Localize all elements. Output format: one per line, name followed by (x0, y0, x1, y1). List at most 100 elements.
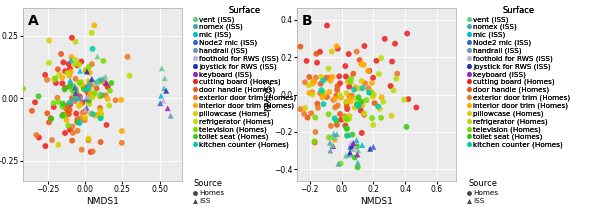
Point (310, 116, 320, 119)
Point (163, 106, 172, 110)
Point (346, 77, 356, 80)
Point (296, 108, 305, 111)
Point (105, 89, 115, 92)
Point (69, 92, 79, 96)
Point (61, 87, 70, 90)
Point (82, 89, 91, 92)
Point (357, 102, 367, 105)
Point (336, 162, 346, 165)
Point (342, 101, 352, 104)
Point (71, 112, 81, 115)
Point (160, 77, 170, 80)
Point (317, 75, 326, 79)
Point (317, 88, 326, 92)
Point (326, 149, 335, 152)
Point (360, 81, 370, 85)
Point (83, 79, 93, 83)
Point (58, 82, 67, 85)
Point (85, 71, 94, 74)
Point (76, 96, 86, 100)
Point (325, 141, 335, 144)
Point (79, 87, 89, 91)
Point (337, 118, 346, 121)
Point (336, 96, 346, 99)
Point (359, 44, 369, 48)
Point (353, 149, 363, 152)
Point (76, 80, 86, 84)
Point (59, 114, 69, 117)
Point (156, 94, 166, 97)
Point (95, 79, 105, 82)
Point (96, 117, 106, 120)
Point (71, 87, 80, 91)
Point (311, 130, 320, 134)
Point (74, 120, 83, 123)
Point (71, 58, 80, 62)
Point (371, 59, 381, 62)
Point (64, 112, 74, 116)
Point (46, 117, 56, 120)
Point (34, 136, 44, 139)
Point (326, 124, 336, 128)
Point (158, 99, 168, 102)
Point (287, 92, 297, 95)
Point (307, 91, 317, 94)
Point (89, 24, 99, 27)
Point (85, 81, 95, 85)
Point (67, 139, 77, 142)
Point (95, 106, 105, 110)
Point (98, 77, 107, 80)
Point (67, 85, 77, 88)
Point (70, 100, 80, 103)
Point (310, 140, 319, 143)
Point (95, 109, 105, 112)
Point (83, 99, 93, 102)
Point (65, 79, 75, 82)
Point (324, 67, 334, 70)
Point (367, 116, 377, 120)
Point (71, 40, 80, 43)
Point (357, 79, 367, 83)
Point (67, 55, 76, 59)
Point (44, 61, 54, 64)
Point (81, 68, 91, 72)
Point (65, 101, 74, 104)
Point (344, 117, 354, 120)
Point (125, 74, 134, 77)
Point (358, 87, 367, 90)
Point (362, 98, 371, 102)
Point (313, 106, 323, 109)
Point (88, 47, 97, 50)
Point (55, 73, 64, 76)
Point (358, 143, 367, 147)
Point (58, 102, 68, 105)
Point (77, 82, 86, 86)
Legend: vent (ISS), nomex (ISS), mic (ISS), Node2 mic (ISS), handrail (ISS), foothold fo: vent (ISS), nomex (ISS), mic (ISS), Node… (193, 6, 296, 148)
Point (341, 124, 350, 127)
Point (327, 50, 337, 53)
Point (389, 89, 398, 92)
Point (50, 77, 60, 80)
Point (375, 107, 385, 110)
Point (365, 147, 375, 150)
Point (299, 112, 309, 116)
Point (319, 79, 328, 82)
Point (363, 69, 373, 73)
Point (308, 80, 318, 83)
Point (86, 82, 95, 85)
Point (349, 142, 358, 145)
Point (92, 81, 102, 84)
Point (58, 105, 67, 108)
Point (344, 85, 354, 88)
Point (66, 58, 76, 62)
Point (92, 87, 101, 90)
Point (368, 95, 377, 98)
Point (68, 131, 78, 135)
Point (75, 95, 85, 98)
Point (335, 93, 344, 97)
Point (356, 62, 366, 66)
Point (58, 76, 67, 79)
Point (345, 151, 355, 154)
Point (403, 32, 412, 35)
Point (345, 95, 355, 98)
